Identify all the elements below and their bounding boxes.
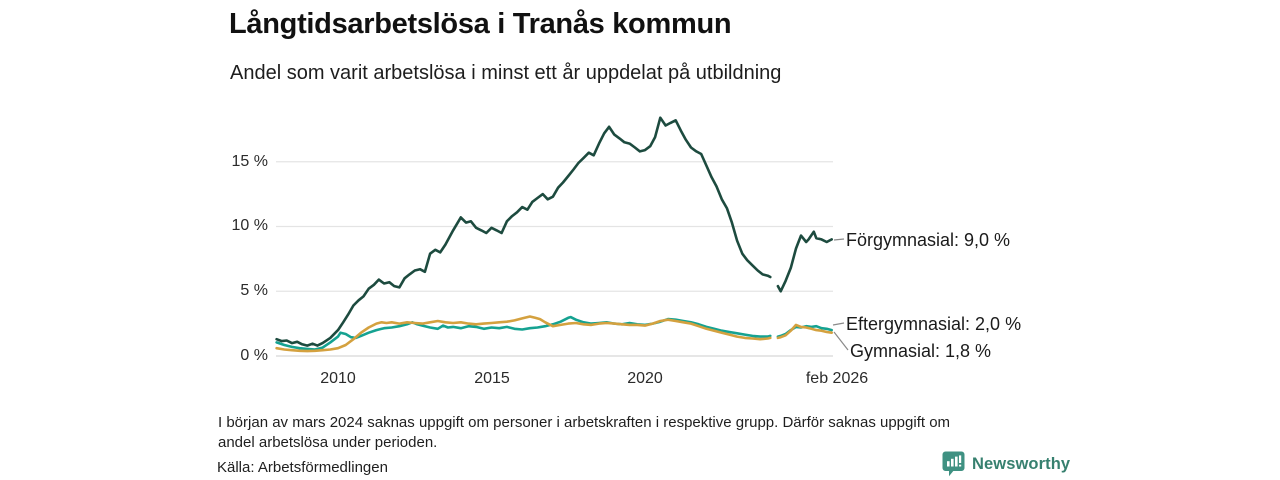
y-tick-10: 10 % [231, 217, 268, 234]
y-tick-15: 15 % [231, 153, 268, 170]
series-label-eftergymnasial: Eftergymnasial: 2,0 % [846, 314, 1022, 334]
newsworthy-logo-text: Newsworthy [972, 454, 1071, 473]
series-line-gymnasial [275, 315, 833, 353]
y-tick-5: 5 % [240, 282, 268, 299]
x-tick-2020: 2020 [627, 370, 663, 387]
page-title: Långtidsarbetslösa i Tranås kommun [229, 8, 732, 40]
x-tick-2015: 2015 [474, 370, 510, 387]
x-tick-feb-2026: feb 2026 [805, 370, 869, 387]
series-line-forgymnasial [275, 116, 833, 347]
leader-forgymnasial [833, 238, 845, 241]
x-tick-2010: 2010 [320, 370, 356, 387]
footnote-line-1: I början av mars 2024 saknas uppgift om … [218, 414, 951, 431]
chart-subtitle: Andel som varit arbetslösa i minst ett å… [230, 62, 782, 84]
plot-layer [275, 116, 833, 357]
series-label-forgymnasial: Förgymnasial: 9,0 % [846, 230, 1011, 250]
newsworthy-logo: Newsworthy [942, 451, 1070, 477]
chart-footnote: I början av mars 2024 saknas uppgift om … [218, 413, 1068, 453]
label-leader-lines [832, 238, 849, 351]
leader-gymnasial [833, 331, 849, 351]
leader-eftergymnasial [832, 322, 845, 326]
series-label-gymnasial: Gymnasial: 1,8 % [850, 341, 992, 361]
newsworthy-bar-chart-icon [942, 451, 965, 477]
footnote-line-2: andel arbetslösa under perioden. [218, 434, 438, 451]
source-note: Källa: Arbetsförmedlingen [217, 459, 388, 476]
y-tick-0: 0 % [240, 347, 268, 364]
